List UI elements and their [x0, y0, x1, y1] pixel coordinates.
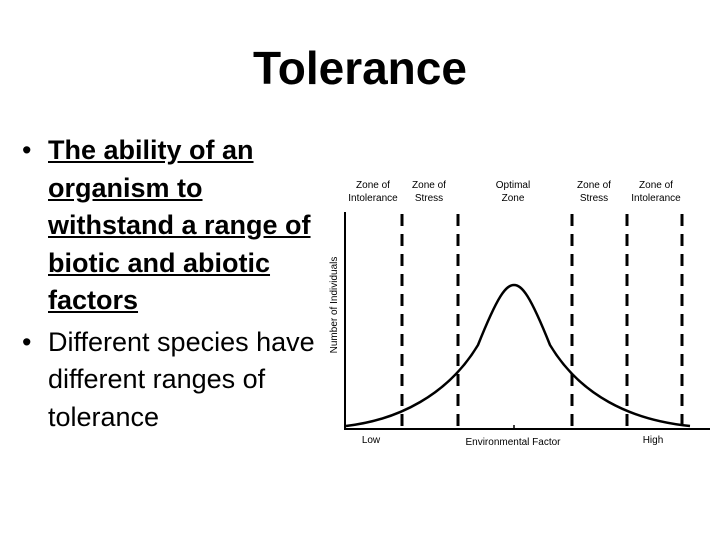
tolerance-curve-diagram: Zone of Intolerance Zone of Stress Optim… — [329, 180, 710, 448]
x-axis-high-label: High — [643, 435, 664, 446]
bullet-item-species: • Different species have different range… — [22, 324, 322, 437]
zone-label-optimal-line2: Zone — [502, 193, 525, 204]
slide-title: Tolerance — [253, 42, 467, 94]
bullet-dot-icon: • — [22, 326, 32, 357]
zone-label-stress-left-line1: Zone of — [412, 180, 446, 191]
y-axis-label: Number of Individuals — [329, 257, 340, 354]
zone-label-intolerance-left-line1: Zone of — [356, 180, 390, 191]
species-text: Different species have different ranges … — [48, 326, 315, 432]
bullet-item-definition: • The ability of an organism to withstan… — [22, 132, 322, 320]
zone-label-intolerance-right-line1: Zone of — [639, 180, 673, 191]
zone-label-stress-right-line1: Zone of — [577, 180, 611, 191]
bullet-list: • The ability of an organism to withstan… — [22, 132, 322, 436]
definition-text: The ability of an organism to withstand … — [48, 135, 311, 315]
zone-label-intolerance-left-line2: Intolerance — [348, 193, 398, 204]
tolerance-curve — [345, 283, 691, 428]
bullet-dot-icon: • — [22, 135, 32, 165]
zone-label-optimal-line1: Optimal — [496, 180, 530, 191]
zone-label-stress-left-line2: Stress — [415, 193, 443, 204]
zone-label-intolerance-right-line2: Intolerance — [631, 193, 681, 204]
x-axis-low-label: Low — [362, 435, 381, 446]
zone-label-stress-right-line2: Stress — [580, 193, 608, 204]
x-axis-label: Environmental Factor — [465, 437, 561, 448]
